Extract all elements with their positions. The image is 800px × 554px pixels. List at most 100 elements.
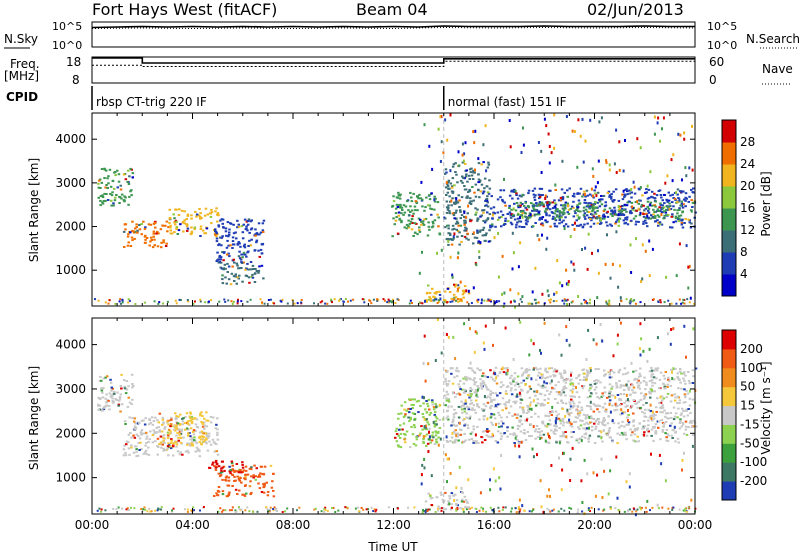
scatter-cell: [546, 507, 549, 510]
scatter-cell: [244, 476, 247, 478]
scatter-cell: [578, 410, 582, 413]
scatter-cell: [555, 291, 558, 295]
scatter-cell: [537, 371, 541, 374]
scatter-cell: [233, 475, 236, 478]
scatter-cell: [450, 436, 454, 439]
scatter-cell: [395, 203, 399, 206]
scatter-cell: [519, 241, 522, 245]
scatter-cell: [551, 411, 554, 413]
scatter-cell: [582, 214, 586, 217]
scatter-cell: [451, 275, 454, 279]
scatter-cell: [424, 379, 427, 383]
scatter-cell: [432, 222, 435, 225]
scatter-cell: [217, 224, 220, 227]
scatter-cell: [633, 299, 636, 302]
scatter-cell: [597, 418, 600, 421]
scatter-cell: [332, 506, 335, 509]
scatter-cell: [508, 204, 511, 207]
scatter-cell: [553, 225, 557, 228]
scatter-cell: [200, 431, 203, 434]
scatter-cell: [463, 285, 467, 288]
scatter-cell: [684, 166, 687, 170]
scatter-cell: [669, 205, 672, 208]
scatter-cell: [665, 275, 668, 279]
scatter-cell: [199, 216, 202, 218]
scatter-cell: [149, 510, 152, 513]
scatter-cell: [634, 440, 638, 443]
scatter-cell: [683, 509, 686, 512]
scatter-cell: [647, 209, 650, 212]
scatter-cell: [101, 391, 104, 394]
scatter-cell: [691, 426, 694, 428]
scatter-cell: [551, 201, 554, 204]
scatter-cell: [477, 162, 481, 165]
scatter-noise: [418, 113, 697, 309]
scatter-cell: [538, 238, 541, 242]
scatter-cell: [492, 467, 495, 471]
noise-left-tick-top: 10^5: [52, 20, 82, 33]
velocity-colorbar-label: Velocity [m s⁻¹]: [759, 361, 773, 454]
scatter-cell: [519, 204, 522, 207]
scatter-cell: [455, 299, 457, 302]
scatter-cell: [111, 397, 114, 400]
scatter-cell: [594, 201, 597, 204]
scatter-cell: [240, 300, 243, 303]
scatter-cell: [509, 214, 513, 217]
scatter-cell: [568, 506, 571, 509]
scatter-cell: [236, 219, 239, 222]
scatter-cell: [589, 395, 592, 398]
scatter-cell: [260, 264, 264, 267]
scatter-cell: [486, 428, 489, 431]
scatter-cell: [468, 178, 471, 180]
scatter-cell: [631, 300, 634, 303]
scatter-cell: [127, 385, 130, 388]
scatter-cell: [119, 302, 122, 305]
scatter-cell: [455, 209, 458, 212]
scatter-cell: [678, 298, 681, 301]
scatter-cell: [114, 302, 117, 305]
scatter-cell: [473, 371, 476, 374]
scatter-cell: [616, 432, 619, 435]
scatter-cell: [206, 436, 210, 439]
scatter-cell: [248, 467, 252, 470]
scatter-cell: [589, 205, 592, 208]
scatter-cell: [588, 421, 592, 424]
scatter-cell: [608, 168, 611, 172]
scatter-cell: [630, 271, 633, 274]
scatter-cell: [231, 469, 234, 472]
scatter-cell: [451, 418, 455, 421]
scatter-cell: [421, 395, 424, 399]
scatter-cell: [135, 433, 139, 436]
scatter-cell: [611, 419, 614, 423]
scatter-cell: [220, 469, 223, 472]
scatter-cell: [206, 449, 210, 452]
scatter-cell: [452, 335, 455, 339]
scatter-cell: [510, 383, 513, 386]
scatter-cell: [626, 223, 630, 226]
scatter-cell: [215, 232, 218, 235]
scatter-cell: [646, 214, 649, 218]
scatter-cell: [623, 367, 627, 370]
scatter-cell: [533, 367, 536, 370]
scatter-cell: [560, 400, 563, 403]
scatter-cell: [619, 386, 622, 389]
scatter-cell: [125, 443, 128, 446]
scatter-cell: [499, 386, 503, 388]
scatter-cell: [683, 137, 686, 141]
scatter-cell: [412, 442, 416, 445]
scatter-cell: [448, 495, 451, 498]
scatter-cell: [588, 405, 591, 408]
scatter-cell: [431, 220, 435, 223]
scatter-cell: [162, 239, 165, 242]
scatter-cell: [560, 211, 563, 214]
scatter-cell: [586, 210, 589, 213]
scatter-cell: [579, 379, 582, 381]
scatter-cell: [405, 430, 409, 433]
scatter-cell: [221, 460, 224, 463]
scatter-cell: [559, 422, 563, 425]
scatter-cell: [185, 218, 188, 220]
scatter-cell: [515, 416, 519, 419]
scatter-cell: [222, 259, 225, 262]
scatter-cell: [515, 192, 518, 195]
scatter-cell: [595, 194, 598, 198]
